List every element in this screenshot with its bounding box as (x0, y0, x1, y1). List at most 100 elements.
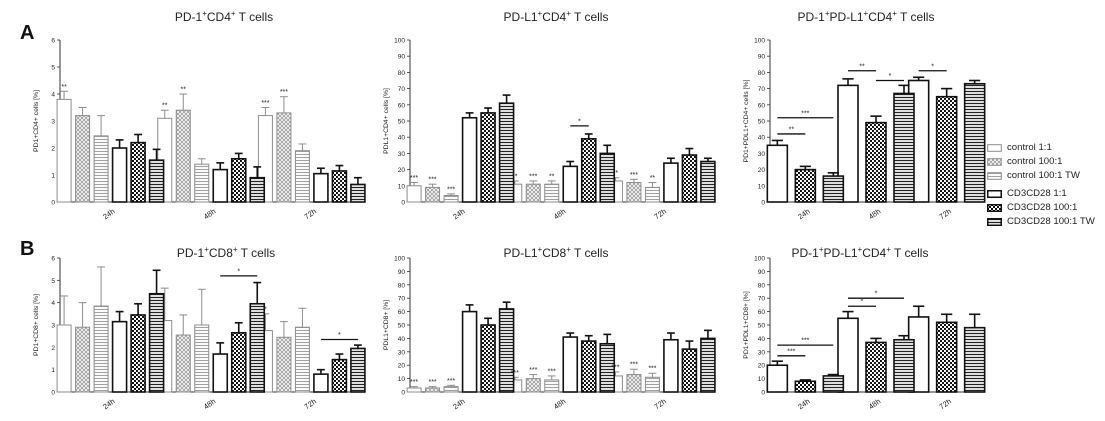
legend-label: control 100:1 (1007, 156, 1063, 168)
y-tick-label: 100 (394, 38, 405, 45)
bar (313, 172, 329, 203)
bar (249, 302, 266, 393)
bar (681, 154, 698, 203)
significance-label: * (264, 306, 267, 313)
significance-label: *** (410, 175, 418, 182)
bar (498, 308, 515, 393)
x-tick-label: 24h (101, 397, 116, 412)
bar (56, 324, 72, 393)
significance-label: ** (650, 175, 656, 182)
bar (425, 387, 441, 393)
y-tick-label: 10 (398, 376, 406, 383)
chart-title-pdl1-cd8: PD-L1+CD8+ T cells (503, 245, 609, 260)
y-tick-label: 30 (398, 349, 406, 356)
panel-letter-a: A (20, 22, 35, 44)
bracket-label: ** (789, 126, 795, 133)
y-tick-label: 60 (758, 102, 766, 109)
legend-swatch-shape (986, 189, 1003, 198)
bar (294, 150, 310, 203)
significance-label: *** (529, 367, 537, 374)
bar (644, 186, 660, 203)
legend-item: control 1:1 (987, 142, 1103, 156)
y-axis-label: PD1+PDL1+CD4+ cells [%] (743, 79, 750, 162)
y-tick-label: 40 (758, 135, 766, 142)
bar (963, 82, 986, 203)
y-axis-label: PD1+CD8+ cells [%] (33, 294, 40, 356)
y-tick-label: 50 (398, 119, 406, 126)
legend-swatch (986, 217, 1003, 227)
bar (331, 358, 348, 393)
bar (822, 375, 845, 393)
chart-pd1-pdl1-cd8: 0 10 20 30 40 50 60 70 80 90 100 PD1+PDL1+CD8+ [%] *… (743, 256, 986, 412)
x-tick-label: 48h (202, 397, 217, 412)
y-tick-label: 60 (398, 102, 406, 109)
y-tick-label: 70 (758, 296, 766, 303)
x-tick-label: 48h (202, 207, 217, 222)
bar (700, 337, 716, 393)
y-tick-label: 50 (758, 119, 766, 126)
significance-label: ** (61, 84, 67, 91)
significance-label: *** (630, 172, 638, 179)
y-tick-label: 70 (398, 86, 406, 93)
x-tick-label: 72h (653, 207, 668, 222)
bar (443, 195, 459, 203)
legend-swatch (986, 189, 1003, 198)
y-tick-label: 0 (401, 390, 405, 397)
legend-label: control 100:1 TW (1007, 170, 1080, 182)
y-tick-label: 2 (51, 345, 55, 352)
bar (461, 310, 478, 393)
bar (443, 386, 459, 393)
bracket-label: * (338, 332, 341, 339)
bar (276, 112, 292, 203)
y-tick-label: 40 (758, 336, 766, 343)
legend-label: CD3CD28 100:1 (1007, 201, 1078, 213)
bar (766, 144, 789, 203)
bar (893, 92, 915, 203)
y-tick-label: 30 (758, 151, 766, 158)
y-tick-label: 1 (51, 173, 55, 180)
bar (148, 292, 165, 393)
x-tick-label: 24h (451, 207, 466, 222)
bar (331, 170, 348, 203)
bar (148, 159, 165, 203)
y-tick-label: 20 (758, 363, 766, 370)
y-tick-label: 30 (758, 349, 766, 356)
bar (350, 347, 366, 393)
bar (294, 326, 310, 393)
y-tick-label: 90 (398, 54, 406, 61)
x-tick-label: 48h (552, 207, 567, 222)
legend-swatch-shape (987, 172, 1002, 181)
y-tick-label: 80 (758, 70, 766, 77)
bar (425, 186, 441, 203)
legend-item: CD3CD28 1:1 (986, 188, 1103, 202)
y-tick-label: 40 (398, 135, 406, 142)
significance-label: *** (648, 366, 656, 373)
x-tick-label: 72h (303, 397, 318, 412)
bracket-label: * (861, 299, 864, 306)
x-tick-label: 24h (796, 397, 811, 412)
x-tick-label: 72h (938, 397, 953, 412)
bar (599, 342, 616, 393)
y-tick-label: 0 (401, 200, 405, 207)
y-tick-label: 1 (51, 367, 55, 374)
significance-label: *** (261, 100, 269, 107)
y-tick-label: 5 (51, 278, 55, 285)
bar (794, 380, 817, 393)
bar (663, 338, 679, 393)
y-tick-label: 0 (761, 200, 765, 207)
bar (562, 165, 579, 203)
y-tick-label: 90 (758, 269, 766, 276)
chart-pdl1-cd8: 0 10 20 30 40 50 60 70 80 90 100 PDL1+CD8+ [%] *** **… (383, 256, 716, 411)
legend-swatch-shape (987, 158, 1002, 166)
bracket-label: * (578, 118, 581, 125)
bar (525, 183, 541, 203)
significance-label: ** (162, 103, 168, 110)
bar (480, 112, 496, 203)
y-tick-label: 50 (398, 323, 406, 330)
y-tick-label: 80 (398, 282, 406, 289)
significance-label: ** (181, 87, 187, 94)
significance-label: ** (512, 173, 518, 180)
y-tick-label: 20 (398, 167, 406, 174)
significance-label: *** (428, 177, 436, 184)
